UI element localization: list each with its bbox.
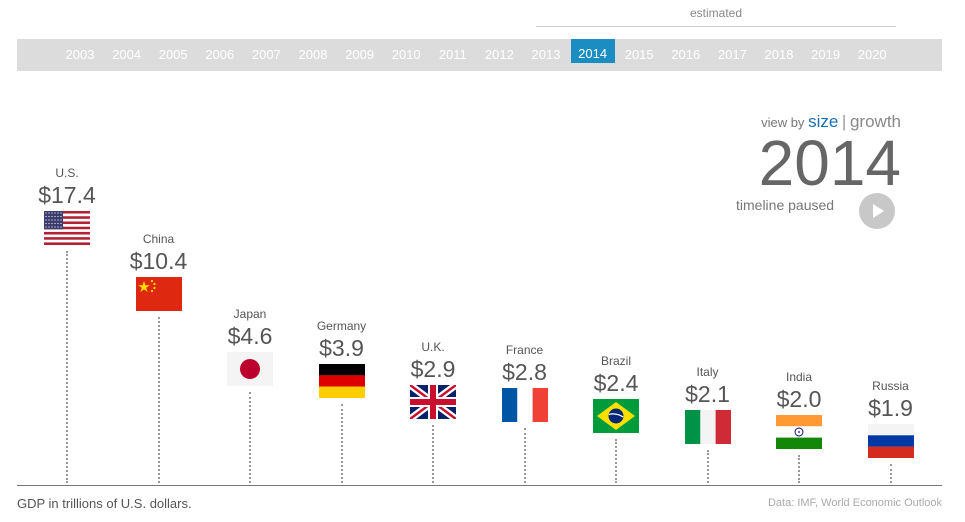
bar-stem: [340, 404, 343, 483]
year-2015[interactable]: 2015: [624, 47, 654, 62]
brazil-flag-icon: [593, 398, 639, 433]
timeline-status: timeline paused: [736, 197, 835, 213]
country-bar[interactable]: Italy $2.1: [662, 364, 754, 444]
country-value-label: $2.1: [685, 380, 730, 407]
estimated-label: estimated: [689, 6, 743, 20]
year-2006[interactable]: 2006: [205, 47, 235, 62]
country-name: France: [505, 342, 544, 357]
country-name: Italy: [696, 364, 719, 379]
year-2010[interactable]: 2010: [391, 47, 421, 62]
india-flag-icon: [776, 414, 822, 449]
year-2020[interactable]: 2020: [857, 47, 887, 62]
bar-stem: [157, 317, 160, 483]
japan-flag-icon: [227, 351, 273, 386]
country-name: U.K.: [421, 340, 445, 355]
country-name: China: [142, 232, 175, 247]
year-2008[interactable]: 2008: [298, 47, 328, 62]
france-flag-icon: [501, 387, 548, 422]
year-2011[interactable]: 2011: [438, 47, 467, 62]
country-value-label: $2.8: [502, 358, 547, 385]
country-value-label: $17.4: [38, 182, 96, 208]
country-bar[interactable]: Germany $3.9: [296, 318, 388, 399]
view-by-toggle: view by size | growth: [761, 112, 901, 132]
year-2004[interactable]: 2004: [112, 47, 142, 62]
country-value-label: $1.9: [868, 395, 913, 421]
country-name: Japan: [233, 306, 267, 321]
italy-flag-icon: [684, 409, 731, 444]
germany-flag-icon: [318, 364, 365, 399]
country-bar[interactable]: France $2.8: [479, 342, 571, 422]
data-source: Data: IMF, World Economic Outlook: [767, 497, 942, 509]
chart-baseline: [17, 485, 942, 486]
year-2018[interactable]: 2018: [764, 47, 794, 62]
bar-stem: [249, 391, 251, 483]
country-bar[interactable]: Japan $4.6: [204, 306, 296, 386]
year-2017[interactable]: 2017: [717, 47, 747, 62]
russia-flag-icon: [867, 424, 914, 458]
uk-flag-icon: [410, 385, 456, 420]
country-value-label: $2.9: [410, 356, 456, 383]
bar-stem: [615, 438, 617, 483]
current-year-display: 2014: [758, 127, 901, 199]
year-2016[interactable]: 2016: [671, 47, 701, 62]
view-separator: |: [841, 112, 847, 131]
estimated-range-line: [536, 26, 896, 27]
country-bar[interactable]: India $2.0: [753, 369, 845, 449]
country-name: Germany: [316, 319, 367, 334]
year-2005[interactable]: 2005: [158, 47, 188, 62]
country-value-label: $2.0: [776, 385, 822, 412]
year-2019[interactable]: 2019: [811, 47, 841, 62]
view-by-label: view by: [761, 115, 805, 130]
country-bar[interactable]: Brazil $2.4: [570, 353, 662, 433]
country-name: India: [785, 369, 813, 384]
country-value-label: $2.4: [593, 369, 639, 396]
bar-stem: [66, 251, 68, 483]
year-2012[interactable]: 2012: [484, 47, 514, 62]
bar-stem: [706, 449, 709, 483]
year-2014[interactable]: 2014: [570, 39, 615, 63]
bar-stem: [889, 464, 892, 483]
country-bar[interactable]: U.S. $17.4: [21, 165, 113, 245]
view-growth-link[interactable]: growth: [849, 112, 901, 131]
country-value-label: $3.9: [319, 335, 364, 362]
country-value-label: $4.6: [227, 322, 273, 349]
year-timeline[interactable]: 2003 2004 2005 2006 2007 2008 2009 2010 2011 2012…: [17, 39, 942, 71]
country-name: Brazil: [600, 353, 631, 368]
country-bar[interactable]: Russia $1.9: [845, 378, 937, 458]
play-icon[interactable]: [859, 193, 895, 229]
year-2013[interactable]: 2013: [531, 47, 561, 62]
bar-stem: [523, 427, 526, 483]
chart-footnote: GDP in trillions of U.S. dollars.: [17, 496, 192, 511]
country-name: U.S.: [55, 166, 79, 180]
year-2009[interactable]: 2009: [345, 47, 375, 62]
country-name: Russia: [872, 379, 909, 393]
us-flag-icon: [44, 211, 90, 245]
country-bar[interactable]: China $10.4: [113, 231, 205, 312]
bar-stem: [798, 454, 800, 483]
bar-stem: [432, 425, 434, 483]
year-2003[interactable]: 2003: [65, 47, 95, 62]
china-flag-icon: [135, 277, 182, 312]
view-size-link[interactable]: size: [808, 112, 839, 131]
country-value-label: $10.4: [129, 248, 188, 275]
year-2007[interactable]: 2007: [251, 47, 281, 62]
country-bar[interactable]: U.K. $2.9: [387, 339, 479, 420]
